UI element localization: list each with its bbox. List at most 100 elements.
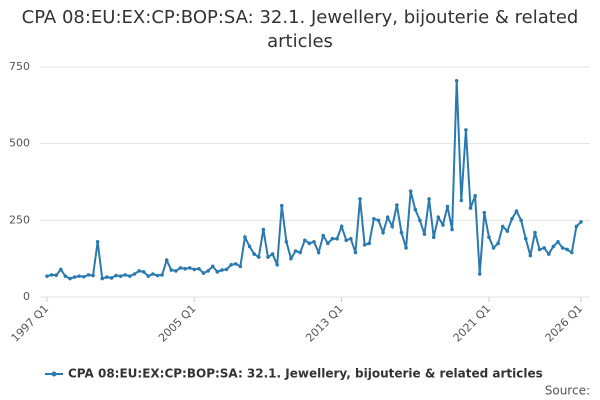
data-point bbox=[155, 273, 160, 278]
data-point bbox=[238, 264, 243, 269]
data-point bbox=[542, 246, 546, 250]
data-point bbox=[247, 244, 252, 249]
data-point bbox=[49, 273, 54, 277]
data-point bbox=[169, 268, 174, 272]
data-point bbox=[132, 272, 137, 276]
data-point bbox=[579, 220, 583, 224]
legend-label: CPA 08:EU:EX:CP:BOP:SA: 32.1. Jewellery,… bbox=[68, 367, 543, 381]
x-tick-label: 2026 Q1 bbox=[543, 302, 586, 345]
data-point bbox=[473, 194, 477, 198]
source: Source: bbox=[545, 384, 590, 398]
data-point bbox=[233, 262, 238, 266]
y-tick-label: 0 bbox=[23, 290, 30, 303]
data-point bbox=[54, 273, 59, 278]
data-point bbox=[427, 197, 431, 201]
data-point bbox=[523, 236, 528, 241]
data-point bbox=[302, 238, 307, 243]
data-point bbox=[151, 272, 155, 276]
data-point bbox=[137, 269, 141, 273]
data-point bbox=[349, 236, 353, 241]
data-point bbox=[261, 227, 266, 232]
data-point bbox=[528, 253, 533, 258]
data-point bbox=[569, 250, 574, 255]
data-point bbox=[362, 243, 367, 247]
x-tick-label: 2021 Q1 bbox=[451, 302, 494, 345]
data-point bbox=[164, 258, 169, 263]
data-point bbox=[321, 233, 326, 238]
data-point bbox=[418, 218, 422, 223]
data-point bbox=[376, 218, 381, 223]
data-point bbox=[298, 250, 302, 255]
data-point bbox=[510, 217, 514, 221]
data-point bbox=[45, 274, 49, 278]
series-line bbox=[46, 80, 582, 280]
data-point bbox=[275, 263, 279, 267]
data-point bbox=[284, 240, 289, 244]
data-point bbox=[243, 235, 247, 239]
data-point bbox=[560, 246, 565, 250]
data-point bbox=[500, 224, 505, 229]
data-point bbox=[59, 267, 63, 272]
data-point bbox=[146, 274, 151, 278]
data-point bbox=[413, 207, 418, 212]
data-point bbox=[95, 240, 100, 244]
data-point bbox=[533, 230, 537, 235]
data-point bbox=[252, 252, 256, 256]
data-point bbox=[344, 238, 349, 243]
data-point bbox=[408, 189, 413, 193]
data-point bbox=[293, 249, 298, 253]
data-point bbox=[445, 204, 450, 209]
data-point bbox=[326, 241, 330, 246]
data-point bbox=[537, 247, 542, 252]
data-point bbox=[86, 273, 91, 277]
data-point bbox=[358, 197, 362, 201]
data-point bbox=[372, 217, 376, 221]
data-point bbox=[63, 274, 68, 278]
data-point bbox=[454, 79, 459, 83]
data-point bbox=[477, 272, 482, 276]
data-point bbox=[77, 274, 82, 278]
data-point bbox=[482, 210, 487, 215]
data-point bbox=[197, 266, 201, 271]
data-point bbox=[215, 270, 220, 274]
data-point bbox=[183, 266, 187, 271]
data-point bbox=[464, 128, 468, 132]
data-point bbox=[385, 215, 390, 220]
data-point bbox=[201, 271, 206, 275]
data-point bbox=[187, 266, 192, 270]
data-point bbox=[192, 267, 197, 272]
data-point bbox=[519, 218, 523, 223]
data-point bbox=[91, 273, 95, 278]
data-point bbox=[367, 241, 372, 246]
data-point bbox=[266, 255, 270, 259]
data-point bbox=[316, 250, 321, 255]
data-point bbox=[174, 269, 178, 273]
data-point bbox=[220, 268, 224, 272]
data-point bbox=[307, 241, 312, 246]
data-point bbox=[339, 224, 344, 229]
legend-marker bbox=[51, 371, 57, 377]
data-point bbox=[100, 276, 105, 281]
y-tick-label: 750 bbox=[9, 60, 30, 73]
y-tick-label: 500 bbox=[9, 137, 30, 150]
data-point bbox=[279, 203, 284, 208]
data-point bbox=[224, 267, 229, 272]
data-point bbox=[546, 252, 551, 256]
data-point bbox=[390, 224, 395, 229]
data-point bbox=[505, 229, 510, 233]
data-point bbox=[82, 274, 86, 279]
data-point bbox=[551, 244, 556, 249]
data-point bbox=[105, 275, 109, 279]
data-point bbox=[381, 230, 385, 235]
data-point bbox=[270, 252, 275, 256]
x-tick-label: 2005 Q1 bbox=[156, 302, 199, 345]
data-point bbox=[399, 230, 404, 235]
data-point bbox=[118, 274, 123, 278]
data-point bbox=[141, 270, 146, 274]
data-point bbox=[514, 209, 519, 213]
data-point bbox=[353, 250, 358, 255]
data-point bbox=[289, 256, 293, 261]
data-point bbox=[256, 255, 261, 259]
